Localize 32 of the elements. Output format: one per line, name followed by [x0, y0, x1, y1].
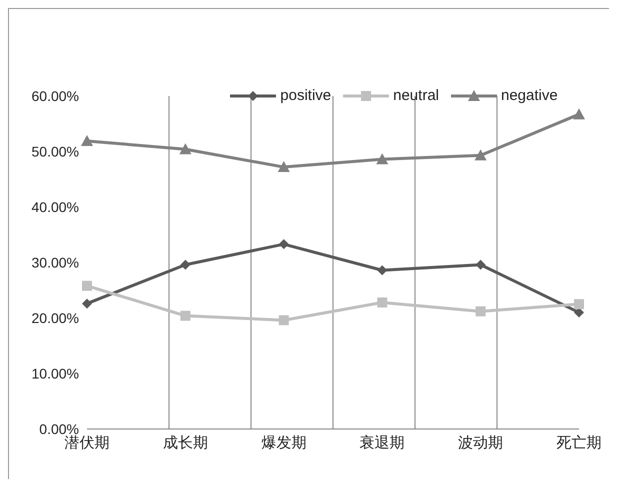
y-tick-label: 20.00% — [32, 310, 79, 326]
point — [377, 265, 388, 276]
point — [474, 149, 487, 160]
point — [179, 143, 192, 154]
point — [573, 108, 585, 120]
point — [574, 299, 584, 310]
legend-label: neutral — [393, 87, 439, 104]
y-tick-label: 10.00% — [32, 365, 79, 382]
y-tick-label: 60.00% — [32, 88, 79, 104]
x-tick-label: 死亡期 — [556, 434, 602, 452]
point — [278, 161, 290, 172]
legend-label: positive — [280, 87, 332, 104]
point — [278, 239, 289, 250]
x-tick-label: 潜伏期 — [64, 434, 110, 452]
point — [82, 280, 92, 291]
point — [278, 315, 289, 326]
point — [180, 310, 190, 321]
y-tick-label: 50.00% — [32, 143, 79, 160]
point — [377, 297, 388, 308]
x-tick-label: 成长期 — [162, 434, 208, 452]
point — [81, 134, 93, 146]
x-tick-label: 爆发期 — [261, 434, 306, 452]
x-tick-label: 衰退期 — [360, 434, 405, 452]
y-tick-label: 40.00% — [32, 198, 79, 215]
legend-label: negative — [501, 87, 558, 104]
point — [376, 153, 388, 164]
point — [476, 306, 486, 316]
x-tick-label: 波动期 — [458, 434, 504, 452]
y-tick-label: 30.00% — [32, 254, 79, 270]
point — [180, 260, 190, 270]
point — [82, 298, 92, 309]
point — [476, 260, 486, 270]
